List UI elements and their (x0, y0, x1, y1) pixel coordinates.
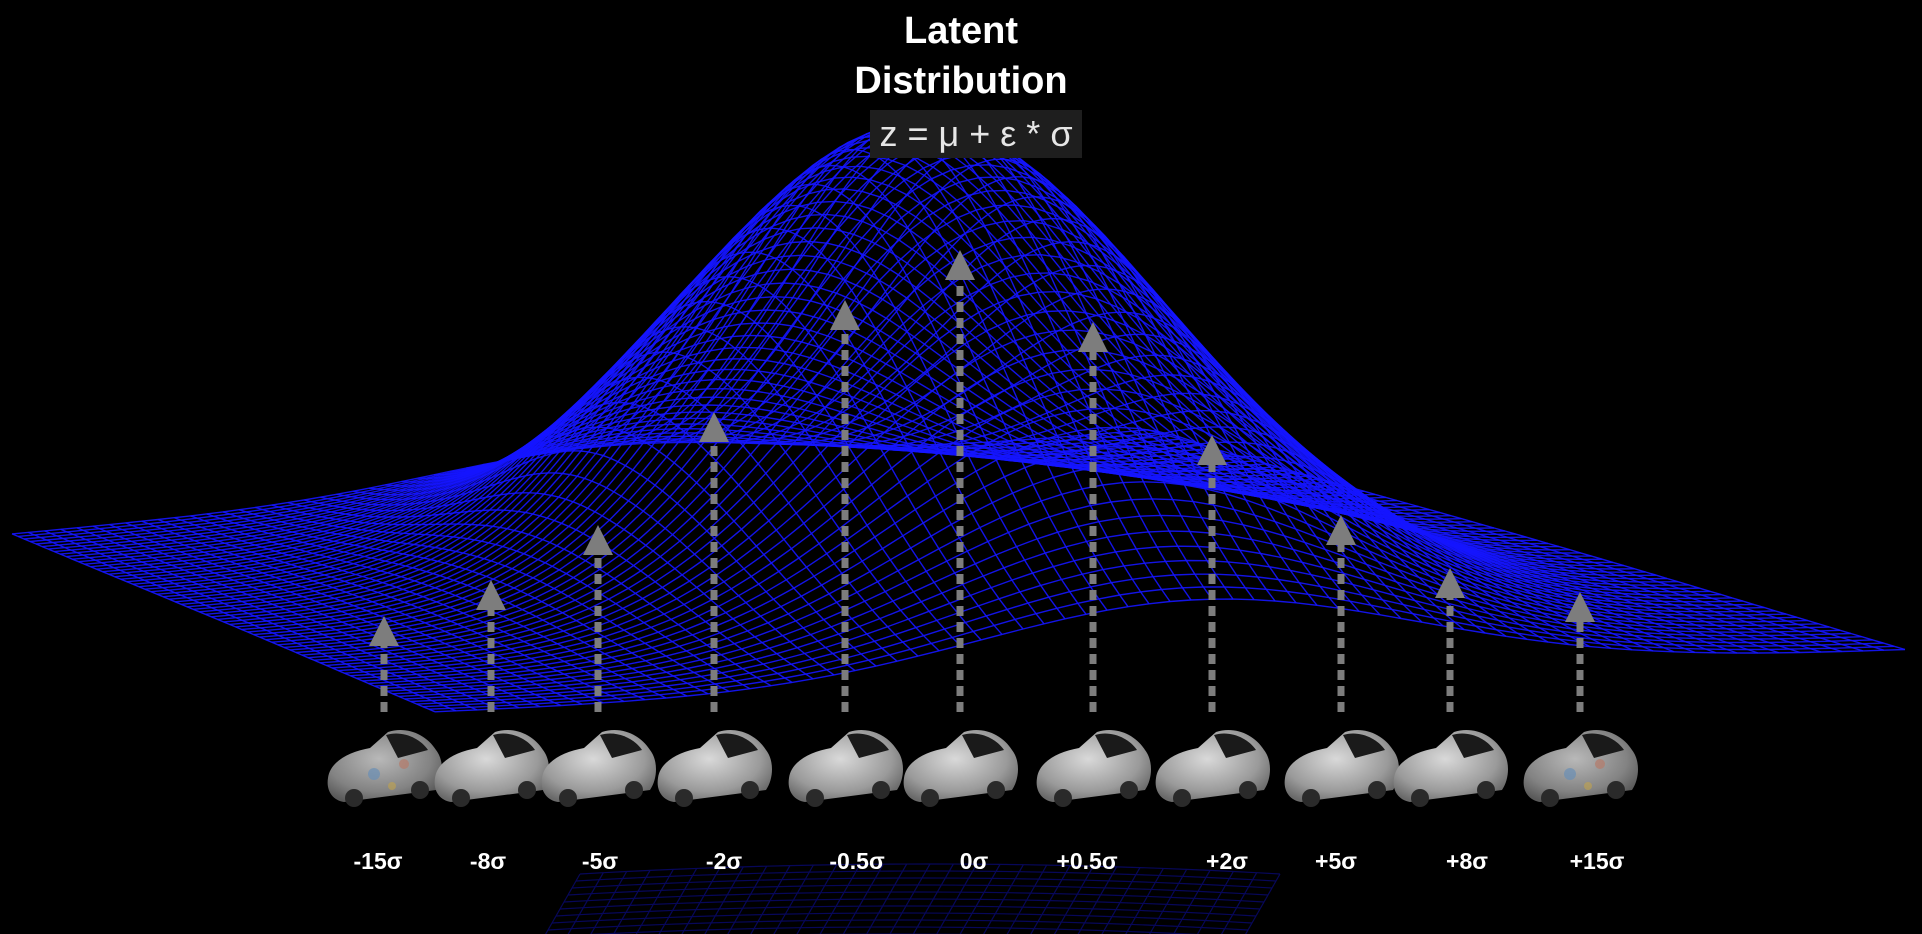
sigma-label: +15σ (1569, 848, 1625, 874)
diagram-title-line2: Distribution (854, 60, 1068, 102)
reparameterization-formula: z = μ + ε * σ (870, 110, 1082, 158)
sigma-label: -2σ (705, 848, 743, 874)
sample-arrows (369, 250, 1595, 712)
sample-arrow (1326, 515, 1356, 712)
sigma-label: -0.5σ (829, 848, 885, 874)
car-sample (1284, 730, 1399, 807)
sample-arrow (1435, 568, 1465, 712)
car-sample (903, 730, 1018, 807)
sigma-label: -8σ (469, 848, 507, 874)
sigma-label: +0.5σ (1056, 848, 1118, 874)
sample-arrow (1197, 435, 1227, 712)
car-sample (1523, 730, 1638, 807)
car-sample (1393, 730, 1508, 807)
sample-arrow (369, 616, 399, 712)
car-sample (1036, 730, 1151, 807)
sample-arrow (1565, 592, 1595, 712)
decoded-car-samples (327, 730, 1638, 807)
sigma-label: -5σ (581, 848, 619, 874)
sample-arrow (699, 412, 729, 712)
car-sample (657, 730, 772, 807)
sample-arrow (830, 300, 860, 712)
car-sample (1155, 730, 1270, 807)
diagram-title-line1: Latent (904, 10, 1018, 52)
sigma-label: +2σ (1206, 848, 1248, 874)
sample-arrow (945, 250, 975, 712)
car-sample (327, 730, 442, 807)
sigma-label: +8σ (1446, 848, 1488, 874)
sigma-label: -15σ (353, 848, 403, 874)
car-sample (788, 730, 903, 807)
car-sample (541, 730, 656, 807)
sample-arrow (476, 580, 506, 712)
sigma-label: +5σ (1315, 848, 1357, 874)
sample-arrow (583, 525, 613, 712)
car-sample (434, 730, 549, 807)
sigma-label: 0σ (959, 848, 989, 874)
sample-arrow (1078, 322, 1108, 712)
gaussian-surface-mesh (11, 121, 1906, 713)
surface-reflection (545, 863, 1281, 934)
